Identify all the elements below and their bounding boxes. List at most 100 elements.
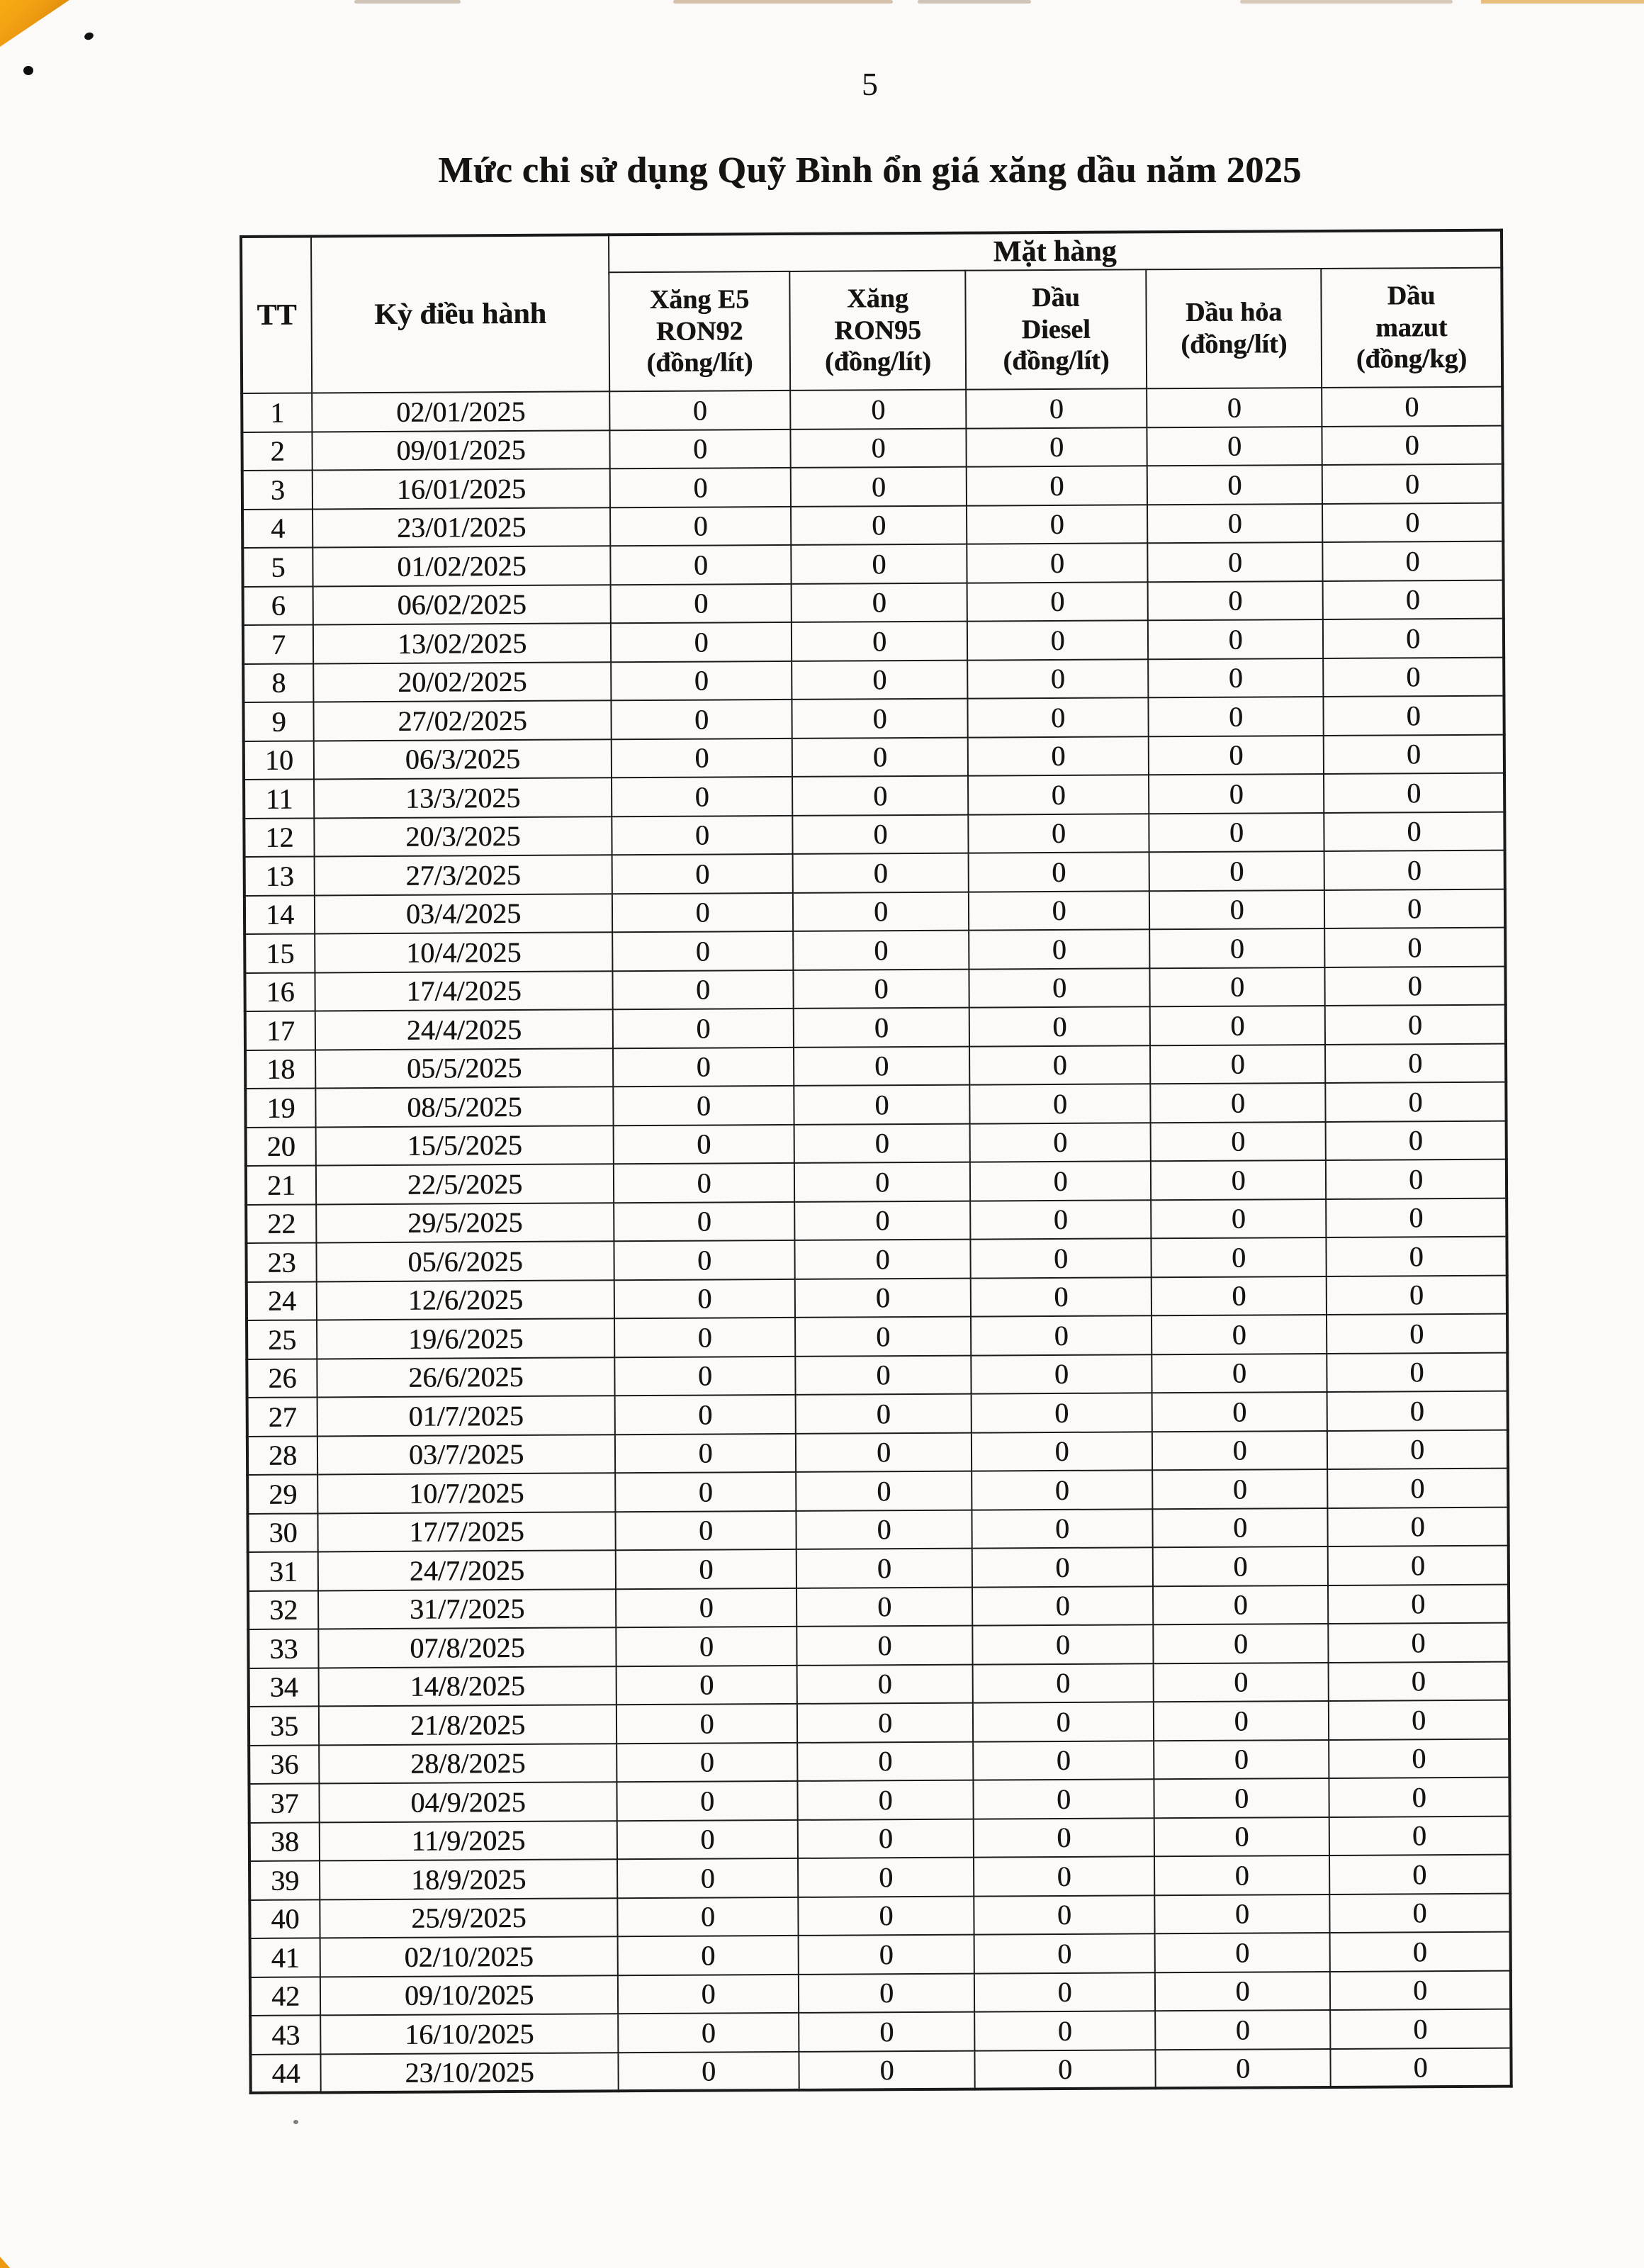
- row-value: 0: [967, 658, 1149, 699]
- row-date: 31/7/2025: [318, 1588, 616, 1629]
- row-date: 11/9/2025: [319, 1820, 618, 1861]
- row-value: 0: [1152, 1546, 1328, 1586]
- table-row: 33 07/8/2025 0 0 0 0 0: [248, 1622, 1509, 1668]
- row-date: 19/6/2025: [317, 1318, 615, 1359]
- row-value: 0: [610, 622, 792, 662]
- row-value: 0: [612, 931, 794, 971]
- row-value: 0: [1149, 889, 1325, 930]
- row-value: 0: [1150, 1044, 1326, 1084]
- row-value: 0: [614, 1356, 796, 1396]
- table-row: 41 02/10/2025 0 0 0 0 0: [249, 1931, 1511, 1977]
- row-index: 6: [242, 585, 313, 625]
- row-date: 14/8/2025: [318, 1666, 616, 1707]
- row-value: 0: [1329, 1970, 1511, 2010]
- row-value: 0: [1323, 734, 1505, 774]
- row-index: 16: [244, 972, 315, 1011]
- row-value: 0: [610, 583, 792, 624]
- row-date: 05/6/2025: [316, 1241, 614, 1281]
- row-date: 07/8/2025: [318, 1627, 616, 1668]
- row-value: 0: [1322, 580, 1504, 620]
- row-value: 0: [1151, 1276, 1327, 1316]
- row-date: 03/7/2025: [317, 1434, 616, 1475]
- row-index: 8: [243, 663, 314, 702]
- row-value: 0: [972, 1624, 1154, 1665]
- document-title: Mức chi sử dụng Quỹ Bình ổn giá xăng dầu…: [438, 150, 1302, 191]
- row-index: 17: [244, 1011, 316, 1050]
- document-page: 5 Mức chi sử dụng Quỹ Bình ổn giá xăng d…: [240, 0, 1513, 2094]
- row-value: 0: [1329, 1777, 1510, 1817]
- row-value: 0: [1322, 503, 1504, 543]
- row-value: 0: [616, 1703, 798, 1744]
- row-date: 06/02/2025: [313, 584, 611, 625]
- row-value: 0: [1147, 465, 1323, 505]
- row-value: 0: [969, 967, 1150, 1008]
- row-value: 0: [617, 1935, 799, 1975]
- row-index: 34: [248, 1667, 319, 1707]
- row-value: 0: [613, 1085, 794, 1125]
- row-value: 0: [1327, 1507, 1509, 1546]
- scan-background-corner: [0, 2257, 10, 2268]
- row-index: 33: [248, 1629, 319, 1668]
- row-value: 0: [1327, 1391, 1508, 1431]
- table-row: 2 09/01/2025 0 0 0 0 0: [242, 425, 1503, 471]
- row-value: 0: [1151, 1198, 1327, 1239]
- table-row: 15 10/4/2025 0 0 0 0 0: [244, 927, 1506, 973]
- row-index: 40: [249, 1899, 320, 1938]
- row-value: 0: [967, 620, 1149, 661]
- table-row: 24 12/6/2025 0 0 0 0 0: [246, 1275, 1508, 1320]
- row-index: 14: [244, 894, 315, 934]
- row-value: 0: [1147, 580, 1323, 621]
- table-row: 8 20/02/2025 0 0 0 0 0: [243, 657, 1504, 702]
- row-value: 0: [795, 1393, 972, 1434]
- row-value: 0: [1322, 386, 1503, 427]
- row-date: 02/01/2025: [312, 391, 610, 432]
- row-value: 0: [613, 1124, 794, 1164]
- row-value: 0: [1147, 388, 1322, 427]
- header-dau-mazut: Dầu mazut (đồng/kg): [1321, 267, 1503, 388]
- row-value: 0: [791, 583, 967, 622]
- row-value: 0: [792, 698, 968, 739]
- row-index: 32: [248, 1590, 319, 1629]
- row-value: 0: [1326, 1275, 1508, 1315]
- row-value: 0: [794, 1162, 971, 1202]
- page-number: 5: [862, 66, 878, 102]
- row-value: 0: [968, 813, 1149, 853]
- row-value: 0: [1325, 1082, 1507, 1122]
- row-value: 0: [616, 1665, 797, 1705]
- row-index: 42: [249, 1976, 321, 2016]
- row-value: 0: [1154, 1932, 1330, 1972]
- row-date: 29/5/2025: [316, 1202, 614, 1243]
- row-value: 0: [967, 504, 1148, 544]
- row-index: 12: [244, 817, 315, 857]
- row-value: 0: [969, 1084, 1151, 1124]
- row-value: 0: [794, 1084, 970, 1125]
- row-value: 0: [1149, 928, 1325, 968]
- row-value: 0: [613, 1162, 795, 1203]
- table-row: 9 27/02/2025 0 0 0 0 0: [243, 695, 1504, 741]
- row-value: 0: [1152, 1391, 1327, 1432]
- table-row: 21 22/5/2025 0 0 0 0 0: [245, 1159, 1507, 1205]
- row-value: 0: [1325, 1121, 1507, 1160]
- row-value: 0: [1151, 1237, 1327, 1277]
- row-value: 0: [974, 1894, 1155, 1935]
- row-date: 15/5/2025: [315, 1125, 614, 1166]
- row-index: 44: [250, 2053, 321, 2093]
- row-value: 0: [794, 1046, 970, 1086]
- row-value: 0: [1327, 1468, 1509, 1508]
- row-value: 0: [1322, 618, 1504, 658]
- table-row: 16 17/4/2025 0 0 0 0 0: [244, 966, 1506, 1011]
- row-value: 0: [970, 1199, 1152, 1240]
- row-value: 0: [969, 1161, 1152, 1201]
- row-value: 0: [1154, 1778, 1329, 1818]
- row-value: 0: [796, 1625, 973, 1666]
- row-value: 0: [1326, 1313, 1508, 1354]
- row-index: 43: [250, 2015, 321, 2055]
- row-value: 0: [799, 2011, 975, 2052]
- row-index: 9: [243, 702, 314, 741]
- row-value: 0: [967, 736, 1149, 776]
- table-row: 11 13/3/2025 0 0 0 0 0: [244, 773, 1505, 819]
- fund-usage-table: TT Kỳ điều hành Mặt hàng Xăng E5 RON92 (…: [240, 228, 1513, 2094]
- table-row: 14 03/4/2025 0 0 0 0 0: [244, 889, 1506, 934]
- row-value: 0: [972, 1663, 1154, 1703]
- row-value: 0: [1324, 927, 1506, 967]
